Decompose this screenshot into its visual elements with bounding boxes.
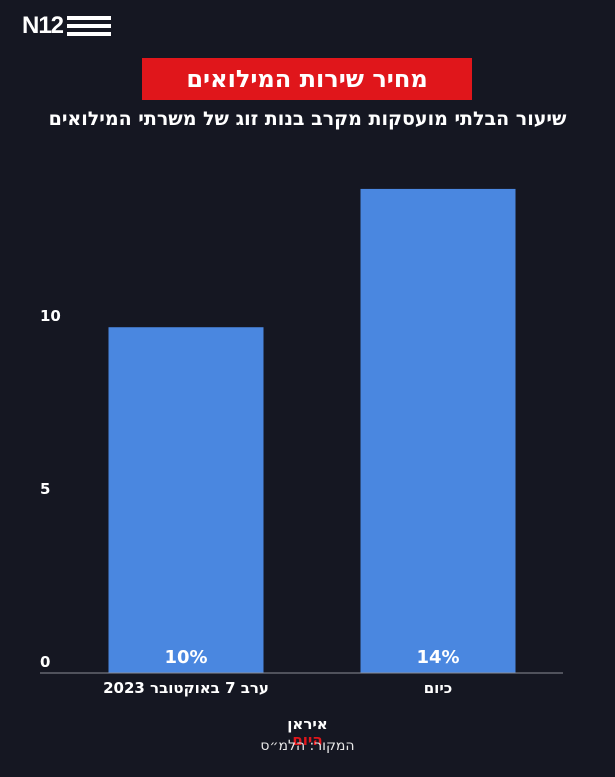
source-note: המקור: הלמ״ס <box>260 738 355 754</box>
chart-subtitle: שיעור הבלתי מועסקות מקרב בנות זוג של משר… <box>48 108 567 130</box>
data-label: 14% <box>416 647 459 668</box>
y-tick-label: 10 <box>40 307 61 325</box>
footer-brand-line2: היום <box>292 731 323 749</box>
footer: איראן היום המקור: הלמ״ס <box>0 716 615 754</box>
category-label: ערב 7 באוקטובר 2023 <box>103 679 269 697</box>
y-tick-label: 0 <box>40 653 50 671</box>
bar <box>360 188 516 673</box>
bar <box>108 327 264 673</box>
y-tick-label: 5 <box>40 480 50 498</box>
chart-title: מחיר שירות המילואים <box>142 58 472 100</box>
footer-brand: איראן היום <box>287 716 327 748</box>
data-label: 10% <box>164 647 207 668</box>
category-label: כיום <box>424 679 453 697</box>
n12-logo: N12 <box>22 12 112 39</box>
menu-bars-icon[interactable] <box>67 16 112 36</box>
logo-text: N12 <box>22 12 64 39</box>
footer-brand-line1: איראן <box>287 715 328 733</box>
